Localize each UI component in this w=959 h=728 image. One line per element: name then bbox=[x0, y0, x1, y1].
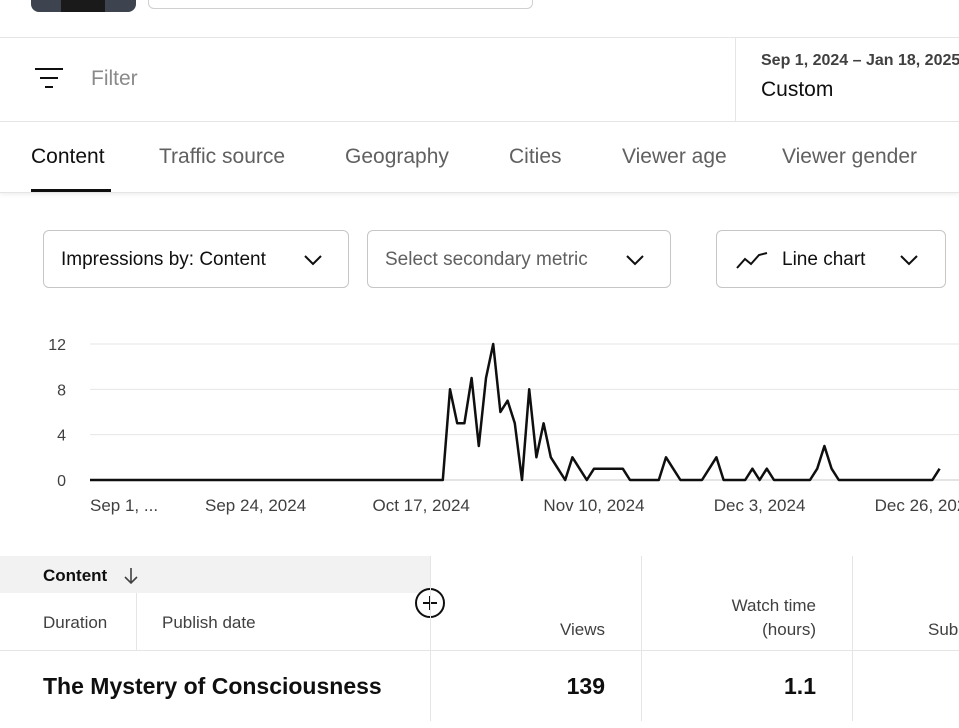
row-watch-time: 1.1 bbox=[784, 673, 816, 699]
filter-input[interactable]: Filter bbox=[91, 67, 138, 90]
line-chart-icon bbox=[736, 252, 768, 269]
report-tabs: Content Traffic source Geography Cities … bbox=[0, 122, 959, 193]
tab-cities[interactable]: Cities bbox=[509, 145, 562, 168]
views-header[interactable]: Views bbox=[559, 620, 605, 639]
chart-type-label: Line chart bbox=[782, 249, 866, 270]
y-tick-label: 12 bbox=[48, 337, 66, 354]
date-range-preset: Custom bbox=[761, 78, 834, 101]
primary-metric-label: Impressions by: Content bbox=[61, 249, 266, 270]
row-title[interactable]: The Mystery of Consciousness bbox=[43, 673, 382, 699]
publish-date-header[interactable]: Publish date bbox=[162, 613, 256, 632]
content-column-header[interactable] bbox=[0, 556, 430, 593]
subscribers-header[interactable]: Sub bbox=[928, 620, 959, 639]
chevron-down-icon bbox=[900, 255, 918, 266]
series-line bbox=[90, 342, 941, 482]
active-tab-indicator bbox=[31, 189, 111, 192]
watch-time-header-line2[interactable]: (hours) bbox=[762, 620, 816, 639]
chevron-down-icon bbox=[626, 255, 644, 266]
duration-header[interactable]: Duration bbox=[43, 613, 108, 632]
tab-traffic-source[interactable]: Traffic source bbox=[159, 145, 286, 168]
y-tick-label: 4 bbox=[57, 428, 66, 445]
video-thumbnail[interactable] bbox=[31, 0, 136, 12]
filter-icon[interactable] bbox=[34, 66, 64, 92]
row-views: 139 bbox=[566, 673, 605, 699]
x-tick-label: Sep 24, 2024 bbox=[205, 496, 306, 515]
y-tick-label: 0 bbox=[57, 473, 66, 490]
tab-viewer-age[interactable]: Viewer age bbox=[622, 145, 727, 168]
primary-metric-dropdown[interactable]: Impressions by: Content bbox=[43, 230, 349, 288]
x-tick-label: Oct 17, 2024 bbox=[373, 496, 470, 515]
video-selector[interactable] bbox=[148, 0, 533, 9]
video-header bbox=[0, 0, 959, 38]
secondary-metric-label: Select secondary metric bbox=[385, 249, 588, 270]
chart-type-dropdown[interactable]: Line chart bbox=[716, 230, 946, 288]
x-tick-label: Sep 1, ... bbox=[90, 496, 158, 515]
sort-down-arrow-icon[interactable] bbox=[122, 566, 140, 586]
y-tick-label: 8 bbox=[57, 382, 66, 399]
impressions-line-chart: 0 4 8 12 Sep 1, ... Sep 24, 2024 Oct 17, 2024… bbox=[48, 337, 959, 515]
chevron-down-icon bbox=[304, 255, 322, 266]
date-range-picker[interactable]: Sep 1, 2024 – Jan 18, 2025 Custom bbox=[735, 38, 959, 121]
x-tick-label: Nov 10, 2024 bbox=[543, 496, 644, 515]
x-tick-label: Dec 26, 2024 bbox=[875, 496, 959, 515]
content-table: Content Duration Publish date Views Watc… bbox=[0, 556, 959, 728]
secondary-metric-dropdown[interactable]: Select secondary metric bbox=[367, 230, 671, 288]
filter-bar: Filter Sep 1, 2024 – Jan 18, 2025 Custom bbox=[0, 38, 959, 122]
x-tick-label: Dec 3, 2024 bbox=[714, 496, 806, 515]
tab-content[interactable]: Content bbox=[31, 145, 105, 168]
tab-viewer-gender[interactable]: Viewer gender bbox=[782, 145, 918, 168]
date-range-text: Sep 1, 2024 – Jan 18, 2025 bbox=[761, 52, 959, 69]
tab-geography[interactable]: Geography bbox=[345, 145, 449, 168]
watch-time-header-line1[interactable]: Watch time bbox=[731, 596, 816, 615]
content-header[interactable]: Content bbox=[43, 566, 108, 585]
